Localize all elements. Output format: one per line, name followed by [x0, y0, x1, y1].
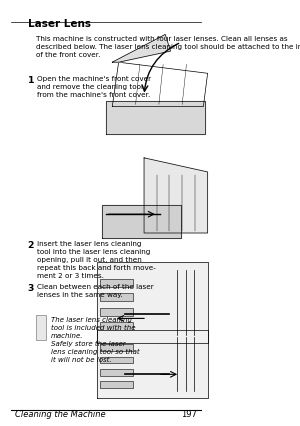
Text: Clean between each of the laser
lenses in the same way.: Clean between each of the laser lenses i… — [37, 283, 154, 297]
Polygon shape — [144, 158, 208, 233]
Text: Insert the laser lens cleaning
tool into the laser lens cleaning
opening, pull i: Insert the laser lens cleaning tool into… — [37, 241, 156, 279]
Polygon shape — [102, 205, 181, 238]
Polygon shape — [98, 262, 208, 343]
Bar — [100, 308, 133, 316]
Bar — [100, 294, 133, 302]
Text: 197: 197 — [181, 409, 197, 418]
Text: The laser lens cleaning
tool is included with the
machine.
Safely store the lase: The laser lens cleaning tool is included… — [51, 316, 140, 362]
Bar — [100, 345, 133, 351]
Polygon shape — [112, 35, 170, 63]
Text: This machine is constructed with four laser lenses. Clean all lenses as
describe: This machine is constructed with four la… — [36, 36, 300, 58]
Text: 3: 3 — [28, 283, 34, 292]
Text: Cleaning the Machine: Cleaning the Machine — [15, 409, 106, 418]
Bar — [100, 323, 133, 331]
Polygon shape — [106, 102, 206, 135]
FancyBboxPatch shape — [36, 315, 46, 340]
Polygon shape — [98, 330, 208, 398]
Bar — [100, 369, 133, 376]
Bar — [100, 279, 133, 287]
Text: ✎: ✎ — [36, 322, 43, 331]
Bar — [100, 381, 133, 388]
Text: 1: 1 — [28, 76, 34, 85]
Text: Laser Lens: Laser Lens — [28, 19, 91, 29]
Bar — [100, 357, 133, 363]
Text: 2: 2 — [28, 241, 34, 250]
Text: Open the machine's front cover
and remove the cleaning tool
from the machine's f: Open the machine's front cover and remov… — [37, 76, 151, 98]
